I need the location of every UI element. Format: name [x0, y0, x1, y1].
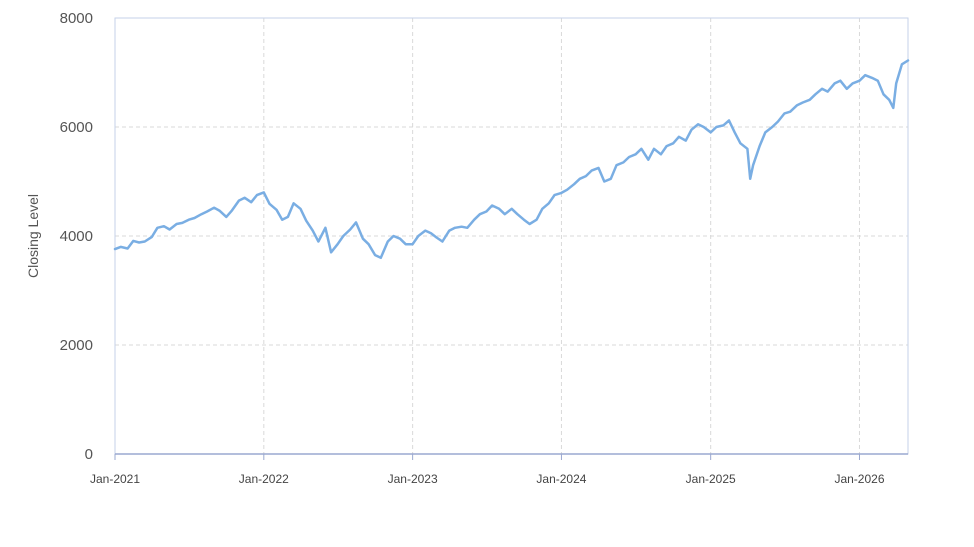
x-axis-ticks: Jan-2021 Jan-2022 Jan-2023 Jan-2024 Jan-2025…	[90, 454, 885, 486]
y-tick-label: 4000	[60, 228, 93, 245]
y-tick-label: 2000	[60, 337, 93, 354]
x-tick-label: Jan-2025	[686, 472, 736, 486]
y-tick-label: 8000	[60, 10, 93, 27]
y-tick-label: 6000	[60, 119, 93, 136]
series-line-closing-level	[113, 59, 910, 260]
x-tick-label: Jan-2023	[388, 472, 438, 486]
y-axis-label: Closing Level	[25, 194, 41, 278]
x-tick-label: Jan-2026	[834, 472, 884, 486]
y-axis-ticks: 0 2000 4000 6000 8000	[60, 10, 93, 463]
x-tick-label: Jan-2022	[239, 472, 289, 486]
x-tick-label: Jan-2024	[536, 472, 586, 486]
x-tick-label: Jan-2021	[90, 472, 140, 486]
grid-lines	[115, 17, 908, 454]
y-tick-label: 0	[85, 446, 93, 463]
